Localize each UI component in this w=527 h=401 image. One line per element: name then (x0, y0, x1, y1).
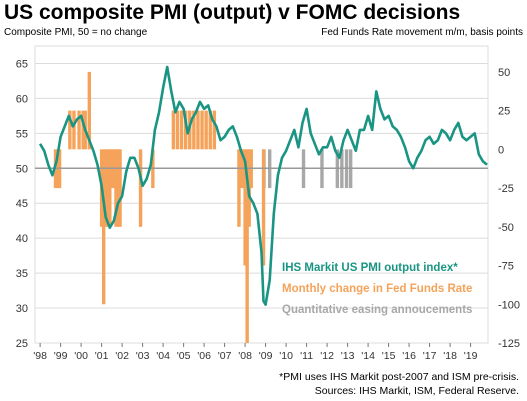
right-tick-label: -100 (498, 299, 520, 311)
plot-frame (34, 45, 489, 344)
fed-funds-bar (196, 110, 200, 150)
fed-funds-bar (72, 110, 76, 150)
left-tick-label: 30 (16, 303, 28, 315)
x-tick-label: '01 (95, 350, 109, 362)
right-tick-label: -50 (498, 222, 514, 234)
left-tick-label: 45 (16, 198, 28, 210)
x-tick-label: '06 (197, 350, 211, 362)
legend-label: Quantitative easing annoucements (282, 304, 472, 316)
x-tick-label: '09 (259, 350, 273, 362)
fed-funds-bar (138, 149, 143, 227)
fed-funds-bar (243, 149, 247, 266)
x-tick-label: '02 (115, 350, 129, 362)
right-tick-label: 0 (498, 144, 504, 156)
x-tick-label: '14 (361, 350, 375, 362)
fed-funds-bar (171, 110, 176, 150)
x-tick-label: '12 (320, 350, 334, 362)
left-tick-label: 35 (16, 268, 28, 280)
x-tick-label: '19 (464, 350, 478, 362)
fed-funds-bar (108, 149, 112, 227)
fed-funds-bar (87, 71, 92, 150)
pmi-fomc-chart: 25 30 35 40 45 50 55 60 65 -125 -100 -75 -50 -25 0 25 50… (16, 45, 520, 362)
right-tick-label: -25 (498, 183, 514, 195)
x-tick-label: '17 (423, 350, 437, 362)
left-tick-label: 65 (16, 58, 28, 70)
fed-funds-bar (68, 110, 72, 150)
chart-title: US composite PMI (output) v FOMC decisio… (4, 1, 461, 24)
x-tick-label: '13 (341, 350, 355, 362)
left-axis-label: Composite PMI, 50 = no change (4, 27, 148, 38)
x-tick-label: '08 (238, 350, 252, 362)
x-tick-label: '11 (300, 350, 313, 362)
fed-funds-bar (245, 149, 249, 343)
left-tick-label: 25 (16, 338, 28, 350)
fed-funds-bar (237, 149, 241, 227)
right-tick-label: -125 (498, 338, 520, 350)
fed-funds-bar (101, 149, 106, 305)
fed-funds-bar (175, 110, 180, 150)
fed-funds-bar (116, 149, 120, 227)
fed-funds-bar (104, 149, 108, 227)
legend-label: Monthly change in Fed Funds Rate (282, 283, 472, 295)
x-tick-label: '04 (156, 350, 170, 362)
legend-label: IHS Markit US PMI output index* (282, 262, 458, 274)
x-tick-label: '03 (136, 350, 150, 362)
fed-funds-bar (114, 149, 118, 227)
left-tick-label: 40 (16, 233, 28, 245)
x-tick-label: '00 (74, 350, 88, 362)
right-axis-label: Fed Funds Rate movement m/m, basis point… (321, 27, 523, 38)
right-tick-label: 50 (498, 67, 510, 79)
fed-funds-bar (204, 110, 208, 150)
fed-funds-bar (118, 149, 122, 227)
x-tick-label: '10 (279, 350, 293, 362)
x-tick-label: '99 (54, 350, 68, 362)
left-tick-label: 55 (16, 128, 28, 140)
left-tick-label: 50 (16, 163, 28, 175)
right-tick-label: 25 (498, 106, 510, 118)
x-tick-label: '05 (177, 350, 191, 362)
x-tick-label: '18 (443, 350, 457, 362)
fed-funds-bar (81, 110, 85, 150)
x-tick-label: '98 (33, 350, 47, 362)
fed-funds-bar (106, 149, 110, 227)
fed-funds-bar (200, 110, 204, 150)
pmi-line (38, 65, 488, 306)
footnote-sources: Sources: IHS Markit, ISM, Federal Reserv… (314, 385, 519, 397)
right-tick-label: -75 (498, 261, 514, 273)
x-tick-label: '16 (402, 350, 416, 362)
fed-funds-bar (261, 149, 266, 266)
fed-funds-bar (208, 110, 212, 150)
fed-funds-bar (179, 110, 184, 150)
x-tick-label: '15 (382, 350, 396, 362)
fed-funds-bar (183, 110, 188, 150)
fed-funds-bar (212, 110, 217, 150)
footnote-pmi-source: *PMI uses IHS Markit post-2007 and ISM p… (279, 371, 519, 383)
fed-funds-bar (77, 110, 81, 150)
x-tick-label: '07 (218, 350, 232, 362)
left-tick-label: 60 (16, 93, 28, 105)
fed-funds-bar (192, 110, 196, 150)
